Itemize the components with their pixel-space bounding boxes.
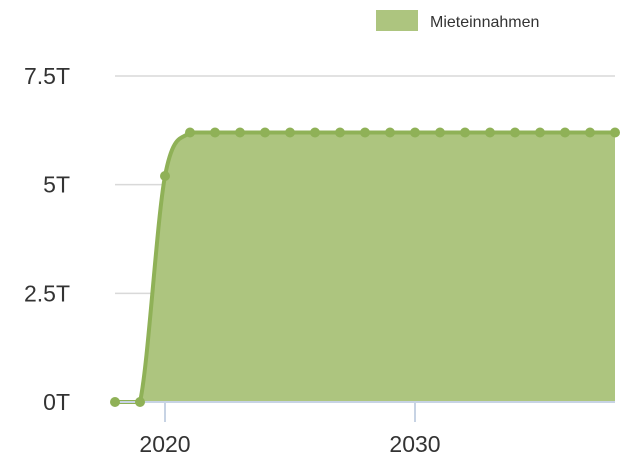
data-point[interactable]: [485, 127, 495, 138]
data-point[interactable]: [560, 127, 570, 138]
data-point[interactable]: [260, 127, 270, 138]
data-point[interactable]: [110, 397, 120, 407]
point-layer: [110, 127, 620, 407]
y-tick-label: 0T: [43, 389, 70, 415]
data-point[interactable]: [410, 127, 420, 138]
y-tick-label: 5T: [43, 172, 70, 198]
area-layer: [115, 130, 615, 404]
x-tick-label: 2020: [139, 431, 190, 457]
data-point[interactable]: [210, 127, 220, 138]
data-point[interactable]: [585, 127, 595, 138]
data-point[interactable]: [435, 127, 445, 138]
data-point[interactable]: [185, 127, 195, 138]
y-tick-label: 2.5T: [24, 280, 70, 306]
legend-label[interactable]: Mieteinnahmen: [430, 14, 539, 31]
data-point[interactable]: [360, 127, 370, 138]
data-point[interactable]: [510, 127, 520, 138]
data-point[interactable]: [135, 397, 145, 407]
series-line: [115, 130, 615, 404]
axis-layer: 0T 2.5T 5T 7.5T 2020 2030: [24, 63, 615, 457]
legend[interactable]: Mieteinnahmen: [376, 10, 539, 31]
data-point[interactable]: [160, 170, 170, 181]
data-point[interactable]: [385, 127, 395, 138]
y-tick-label: 7.5T: [24, 63, 70, 89]
data-point[interactable]: [610, 127, 620, 138]
x-tick-label: 2030: [389, 431, 440, 457]
data-point[interactable]: [285, 127, 295, 138]
legend-swatch[interactable]: [376, 10, 418, 31]
data-point[interactable]: [310, 127, 320, 138]
data-point[interactable]: [460, 127, 470, 138]
data-point[interactable]: [535, 127, 545, 138]
data-point[interactable]: [335, 127, 345, 138]
data-point[interactable]: [235, 127, 245, 138]
series-area: [115, 132, 615, 403]
